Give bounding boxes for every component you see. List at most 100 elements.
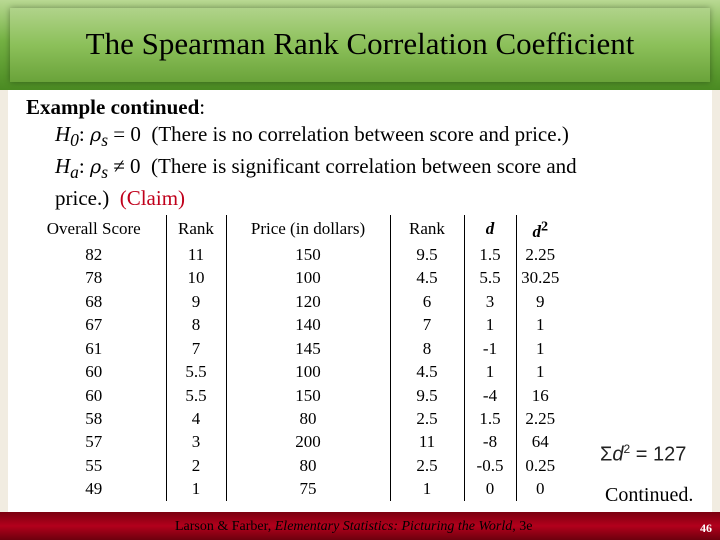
alternative-hypothesis-continued: price.) (Claim) xyxy=(55,185,185,211)
sum-value: = 127 xyxy=(635,443,687,466)
cell-d: -4 xyxy=(463,383,516,407)
title-banner xyxy=(10,8,710,82)
table-row: 68 9 120 6 3 9 xyxy=(22,289,564,314)
cell-price-rank: 2.5 xyxy=(389,406,464,431)
ha-subscript: a xyxy=(70,162,79,183)
cell-score-rank: 3 xyxy=(165,430,226,454)
ha-relation: ≠ 0 xyxy=(113,154,141,178)
cell-price: 140 xyxy=(225,313,390,337)
cell-d-squared: 30.25 xyxy=(515,266,564,290)
table-row: 55 2 80 2.5 -0.5 0.25 xyxy=(22,453,564,478)
cell-d-squared: 1 xyxy=(515,360,564,384)
ha-letter: H xyxy=(55,154,71,178)
cell-score-rank: 11 xyxy=(165,243,226,267)
cell-score-rank: 4 xyxy=(165,406,226,431)
ha-text: (There is significant correlation betwee… xyxy=(151,154,577,178)
ha-colon: : xyxy=(78,154,85,178)
footer-edition: , 3e xyxy=(512,519,533,534)
header-price: Price (in dollars) xyxy=(225,215,390,244)
cell-overall-score: 55 xyxy=(85,455,103,475)
cell-price: 200 xyxy=(225,430,390,454)
cell-d: 5.5 xyxy=(463,266,516,290)
cell-overall-score: 67 xyxy=(85,315,103,335)
claim-label: (Claim) xyxy=(119,186,186,210)
cell-price: 100 xyxy=(225,266,390,290)
table-row: 60 5.5 150 9.5 -4 16 xyxy=(22,383,564,407)
cell-overall-score: 78 xyxy=(85,268,103,288)
cell-overall-score: 49 xyxy=(85,479,103,499)
table-row: 58 4 80 2.5 1.5 2.25 xyxy=(22,406,564,431)
h0-colon: : xyxy=(78,122,85,146)
cell-d: 1 xyxy=(463,313,516,337)
cell-price: 80 xyxy=(225,406,390,431)
example-label: Example continued xyxy=(26,95,200,119)
cell-overall-score: 60 xyxy=(85,385,103,405)
cell-d-squared: 2.25 xyxy=(515,243,564,267)
h0-letter: H xyxy=(55,122,71,146)
ha-rho: ρ xyxy=(90,156,102,178)
cell-price: 100 xyxy=(225,360,390,384)
header-d-squared: d2 xyxy=(515,215,564,244)
cell-d: 1.5 xyxy=(463,243,516,267)
cell-overall-score: 57 xyxy=(85,432,103,452)
cell-price: 150 xyxy=(225,243,390,267)
null-hypothesis: H0: ρs = 0 (There is no correlation betw… xyxy=(55,121,569,153)
cell-d-squared: 16 xyxy=(515,383,564,407)
cell-d-squared: 2.25 xyxy=(515,406,564,431)
cell-price-rank: 7 xyxy=(389,313,464,337)
table-row: 60 5.5 100 4.5 1 1 xyxy=(22,360,564,384)
cell-d-squared: 0 xyxy=(515,477,564,501)
cell-score-rank: 7 xyxy=(165,336,226,361)
cell-d-squared: 9 xyxy=(515,289,564,314)
cell-score-rank: 8 xyxy=(165,313,226,337)
cell-price: 80 xyxy=(225,453,390,478)
h0-relation: = 0 xyxy=(113,122,141,146)
table-row: 67 8 140 7 1 1 xyxy=(22,313,564,337)
cell-overall-score: 82 xyxy=(85,245,103,265)
cell-price: 145 xyxy=(225,336,390,361)
ha-rho-subscript: s xyxy=(101,162,108,183)
cell-d-squared: 1 xyxy=(515,313,564,337)
cell-price-rank: 11 xyxy=(389,430,464,454)
h0-rho-subscript: s xyxy=(101,130,108,151)
cell-price-rank: 4.5 xyxy=(389,360,464,384)
sum-d-squared: Σd2 = 127 xyxy=(600,442,686,467)
cell-price-rank: 9.5 xyxy=(389,243,464,267)
cell-d: -1 xyxy=(463,336,516,361)
footer-citation: Larson & Farber, Elementary Statistics: … xyxy=(175,519,532,535)
example-intro: Example continued: xyxy=(26,94,205,120)
h0-text: (There is no correlation between score a… xyxy=(151,122,569,146)
cell-d: 0 xyxy=(463,477,516,501)
cell-d: 1.5 xyxy=(463,406,516,431)
cell-d-squared: 1 xyxy=(515,336,564,361)
cell-price-rank: 9.5 xyxy=(389,383,464,407)
cell-price-rank: 6 xyxy=(389,289,464,314)
sum-d: d xyxy=(612,443,624,466)
example-colon: : xyxy=(199,95,206,119)
cell-overall-score: 61 xyxy=(85,338,103,358)
cell-d: 3 xyxy=(463,289,516,314)
cell-price-rank: 2.5 xyxy=(389,453,464,478)
h0-subscript: 0 xyxy=(70,130,79,151)
table-row: 61 7 145 8 -1 1 xyxy=(22,336,564,361)
cell-score-rank: 5.5 xyxy=(165,383,226,407)
table-row: 78 10 100 4.5 5.5 30.25 xyxy=(22,266,564,290)
cell-d-squared: 0.25 xyxy=(515,453,564,478)
table-header-row: Overall Score Rank Price (in dollars) Ra… xyxy=(22,215,564,244)
cell-d: -8 xyxy=(463,430,516,454)
table-row: 57 3 200 11 -8 64 xyxy=(22,430,564,454)
ha-text-continued: price.) xyxy=(55,186,110,210)
cell-price-rank: 8 xyxy=(389,336,464,361)
rank-table: Overall Score Rank Price (in dollars) Ra… xyxy=(22,215,564,501)
cell-d-squared: 64 xyxy=(515,430,564,454)
header-overall-score: Overall Score xyxy=(46,219,141,239)
continued-label: Continued. xyxy=(605,484,694,506)
cell-d: -0.5 xyxy=(463,453,516,478)
table-row: 82 11 150 9.5 1.5 2.25 xyxy=(22,243,564,267)
cell-score-rank: 5.5 xyxy=(165,360,226,384)
cell-score-rank: 1 xyxy=(165,477,226,501)
cell-score-rank: 10 xyxy=(165,266,226,290)
footer-book-title: Elementary Statistics: Picturing the Wor… xyxy=(274,519,513,534)
cell-price-rank: 1 xyxy=(389,477,464,501)
alternative-hypothesis: Ha: ρs ≠ 0 (There is significant correla… xyxy=(55,153,577,185)
